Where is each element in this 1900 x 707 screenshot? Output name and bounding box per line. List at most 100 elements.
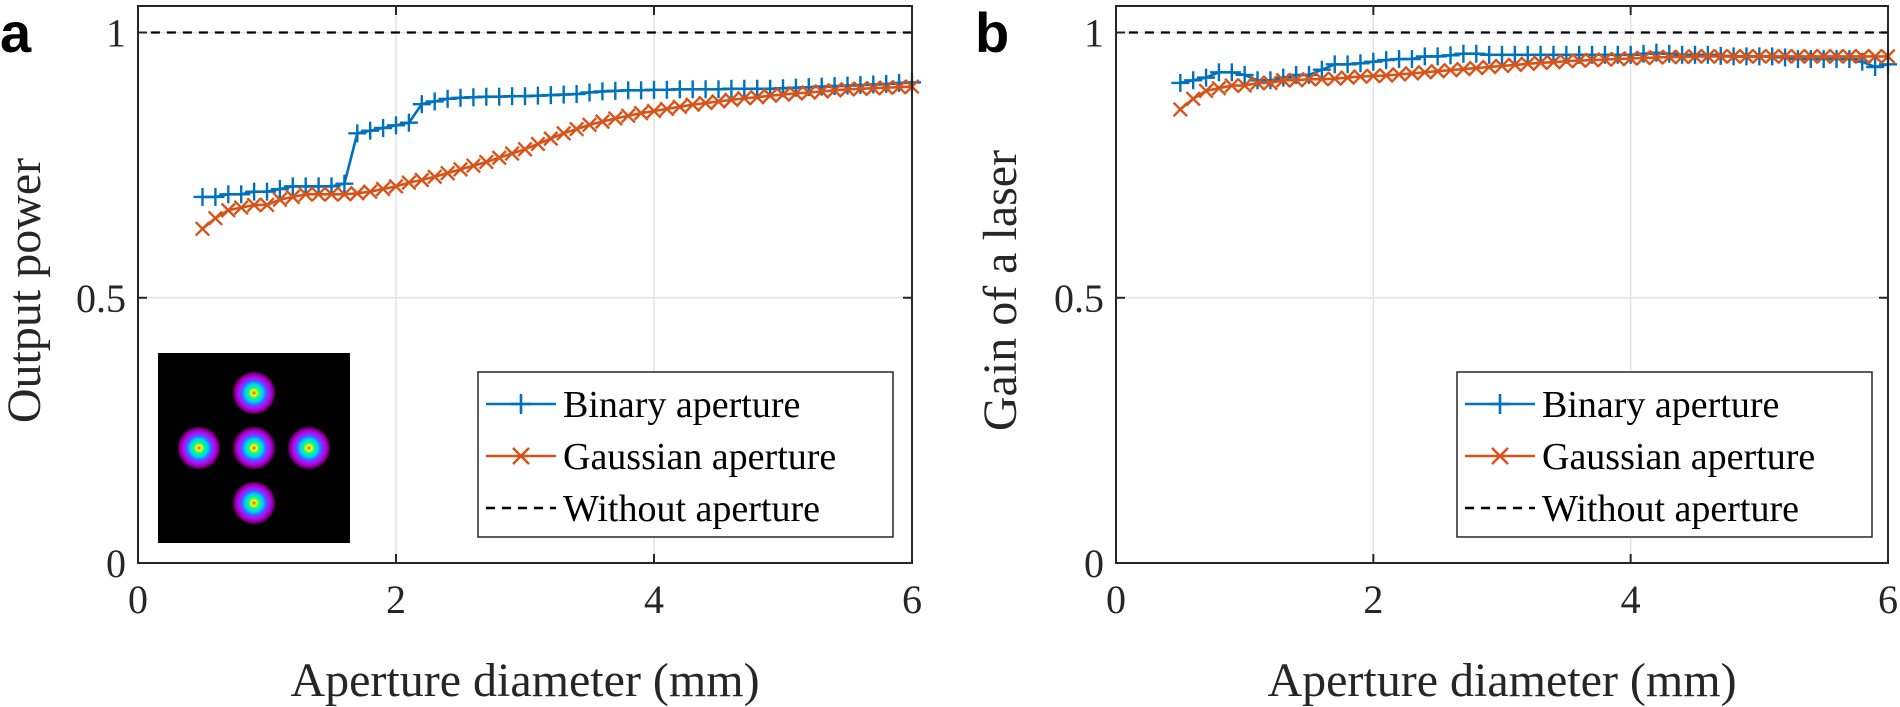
marker-stroke — [1481, 59, 1497, 75]
data-point — [1455, 61, 1471, 77]
inset-beam-pattern — [158, 353, 350, 543]
data-point — [801, 84, 817, 101]
data-point — [1171, 73, 1190, 92]
data-point — [1442, 62, 1459, 78]
data-point — [1866, 58, 1885, 77]
data-point — [1378, 67, 1394, 84]
data-point — [259, 197, 275, 213]
marker-stroke — [1430, 63, 1446, 79]
data-point — [1494, 58, 1510, 74]
marker-stroke — [1700, 48, 1716, 64]
data-point — [530, 136, 546, 152]
legend-label: Binary aperture — [1542, 384, 1779, 426]
data-point — [1172, 101, 1188, 118]
marker-stroke — [1571, 53, 1587, 69]
marker-stroke — [581, 117, 598, 133]
marker-stroke — [723, 92, 739, 108]
marker-stroke — [349, 185, 365, 201]
x-axis-label: Aperture diameter (mm) — [1267, 654, 1736, 707]
data-point — [788, 85, 804, 102]
data-point — [1854, 48, 1870, 64]
marker-stroke — [1726, 48, 1742, 64]
marker-stroke — [1623, 50, 1639, 67]
data-point — [1520, 56, 1536, 72]
data-point — [1404, 65, 1420, 81]
data-point — [1365, 68, 1381, 84]
data-point — [1340, 70, 1356, 86]
data-point — [361, 121, 380, 140]
data-point — [749, 89, 765, 105]
marker-stroke — [1777, 48, 1793, 64]
data-point — [194, 221, 211, 237]
marker-stroke — [801, 84, 817, 101]
series-gaussian-aperture — [1172, 48, 1896, 118]
marker-stroke — [414, 172, 430, 188]
data-point — [465, 158, 481, 174]
data-point — [1764, 48, 1780, 64]
beam-spot — [287, 426, 331, 470]
data-point — [452, 161, 469, 177]
data-point — [348, 124, 367, 143]
data-point — [322, 177, 341, 196]
marker-stroke — [401, 175, 417, 191]
data-point — [1661, 49, 1677, 65]
y-tick-label: 1 — [1084, 11, 1104, 56]
data-point — [1558, 53, 1574, 69]
data-point — [1648, 49, 1664, 66]
data-point — [1198, 83, 1214, 99]
y-tick-label: 0 — [1084, 541, 1104, 586]
data-point — [1402, 50, 1421, 69]
marker-stroke — [259, 197, 275, 213]
data-point — [1533, 55, 1549, 71]
marker-stroke — [1455, 61, 1471, 77]
data-point — [1597, 51, 1613, 68]
marker-stroke — [1417, 64, 1433, 80]
marker-stroke — [1867, 48, 1883, 64]
data-point — [427, 169, 443, 185]
marker-stroke — [762, 88, 778, 104]
data-point — [388, 178, 404, 194]
data-point — [412, 95, 431, 114]
data-point — [594, 114, 610, 130]
marker-stroke — [1713, 48, 1729, 64]
data-point — [1687, 48, 1703, 64]
legend-label: Gaussian aperture — [1542, 436, 1815, 478]
marker-stroke — [620, 108, 636, 124]
marker-stroke — [1185, 91, 1201, 107]
panel-a-letter: a — [0, 1, 32, 64]
data-point — [762, 88, 778, 104]
marker-stroke — [323, 186, 340, 202]
data-point — [425, 92, 444, 111]
data-point — [581, 117, 598, 133]
marker-stroke — [1340, 70, 1356, 86]
data-point — [1211, 80, 1227, 96]
marker-stroke — [298, 186, 314, 202]
data-point — [633, 105, 649, 121]
marker-stroke — [1545, 54, 1562, 70]
panel-b-letter: b — [975, 1, 1009, 64]
data-point — [272, 192, 288, 208]
data-point — [1828, 48, 1845, 64]
data-point — [1301, 71, 1317, 87]
marker-stroke — [362, 184, 378, 200]
data-point — [891, 79, 907, 95]
legend-label: Binary aperture — [563, 384, 800, 426]
data-point — [1391, 66, 1407, 83]
marker-stroke — [1224, 77, 1240, 94]
data-point — [1867, 48, 1883, 64]
panel-a: a 0 2 4 6 0 0.5 1 Aperture diameter (mm) Output … — [0, 1, 922, 707]
marker-stroke — [427, 169, 443, 185]
marker-stroke — [1661, 49, 1677, 65]
marker-stroke — [839, 81, 856, 97]
marker-stroke — [1365, 68, 1381, 84]
marker-stroke — [272, 192, 288, 208]
marker-stroke — [827, 82, 843, 98]
data-point — [491, 150, 507, 166]
marker-stroke — [1738, 48, 1755, 64]
marker-stroke — [1803, 48, 1819, 64]
marker-stroke — [1558, 53, 1574, 69]
data-point — [478, 154, 494, 170]
x-tick-label: 6 — [902, 577, 922, 622]
marker-stroke — [452, 161, 469, 177]
